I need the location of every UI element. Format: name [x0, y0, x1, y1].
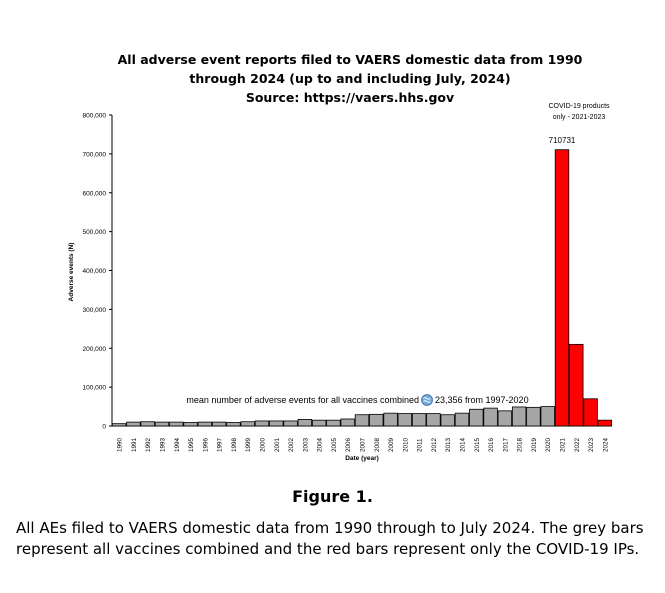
bar-covid-2022: [569, 343, 584, 427]
chart-title-line-3: Source: https://vaers.hhs.gov: [245, 90, 455, 105]
x-tick-label: 1991: [131, 437, 138, 452]
bar-all-vaccines-1990: [111, 423, 127, 427]
x-tick-label: 2022: [574, 437, 581, 452]
y-tick-label: 700,000: [83, 151, 107, 158]
bar-all-vaccines-2013: [440, 414, 455, 427]
covid-note-line-1: COVID-19 products: [548, 103, 610, 110]
x-tick-label: 2019: [531, 437, 538, 452]
x-tick-label: 2014: [460, 437, 467, 452]
x-tick-label: 2005: [331, 437, 338, 452]
bar-all-vaccines-1998: [226, 422, 241, 427]
bar-all-vaccines-1996: [197, 421, 213, 427]
x-tick-label: 1996: [202, 437, 209, 452]
bar-all-vaccines-2001: [269, 420, 284, 427]
chart-axes: 0 100,000 200,000 300,000 400,000 500,000 600,…: [68, 113, 612, 462]
bar-chart: 0 100,000 200,000 300,000 400,000 500,000 600,…: [68, 103, 613, 462]
x-tick-label: 2018: [517, 437, 524, 452]
bar-all-vaccines-2006: [340, 418, 355, 427]
bar-all-vaccines-2014: [454, 412, 470, 427]
y-tick-label: 500,000: [83, 229, 107, 236]
chart-title: All adverse event reports filed to VAERS…: [40, 50, 660, 107]
bar-all-vaccines-2017: [497, 410, 513, 427]
bar-all-vaccines-1997: [211, 421, 227, 427]
y-tick-label: 400,000: [83, 268, 107, 275]
y-tick-label: 100,000: [83, 385, 107, 392]
peak-value-label: 710731: [549, 136, 576, 145]
bar-all-vaccines-2016: [483, 407, 498, 427]
y-tick-label: 300,000: [83, 307, 107, 314]
x-tick-label: 2008: [374, 437, 381, 452]
x-tick-label: 1995: [188, 437, 195, 452]
x-tick-label: 2009: [388, 437, 395, 452]
bar-all-vaccines-2007: [354, 414, 370, 427]
chart-labels: 710731 COVID-19 products only - 2021-2023 m…: [186, 103, 610, 406]
x-tick-label: 2004: [317, 437, 324, 452]
x-tick-label: 2001: [274, 437, 281, 452]
bar-all-vaccines-2002: [283, 420, 298, 427]
x-tick-label: 2003: [302, 437, 309, 452]
x-tick-label: 2020: [545, 437, 552, 452]
chart-title-line-2: through 2024 (up to and including July, …: [189, 71, 511, 86]
x-axis-label: Date (year): [345, 455, 379, 462]
y-axis-label: Adverse events (N): [68, 243, 75, 302]
x-tick-label: 2012: [431, 437, 438, 452]
bar-covid-2023: [583, 398, 598, 427]
x-tick-label: 2011: [417, 438, 424, 452]
x-tick-label: 2016: [488, 437, 495, 452]
bar-all-vaccines-2004: [311, 419, 327, 427]
bar-all-vaccines-2000: [254, 420, 270, 427]
bar-all-vaccines-2012: [426, 413, 441, 427]
x-tick-label: 1993: [160, 437, 167, 452]
x-tick-label: 2015: [474, 437, 481, 452]
x-tick-label: 2023: [588, 437, 595, 452]
bar-all-vaccines-1993: [154, 421, 170, 427]
x-tick-label: 1997: [217, 437, 224, 452]
bar-all-vaccines-2005: [326, 419, 341, 427]
bar-all-vaccines-2020: [540, 406, 555, 427]
bar-all-vaccines-2003: [297, 418, 313, 427]
x-tick-label: 2021: [560, 437, 567, 452]
x-tick-label: 1994: [174, 437, 181, 452]
bar-covid-2021: [554, 149, 570, 427]
x-tick-label: 2024: [602, 437, 609, 452]
covid-note-line-2: only - 2021-2023: [553, 114, 606, 121]
x-tick-label: 2007: [360, 437, 367, 452]
bar-all-vaccines-1995: [183, 422, 198, 427]
y-tick-label: 200,000: [83, 346, 107, 353]
y-tick-label: 800,000: [83, 113, 107, 120]
mean-annotation-value: 23,356 from 1997-2020: [435, 395, 529, 405]
bar-all-vaccines-2015: [469, 408, 484, 427]
bar-all-vaccines-2018: [511, 406, 527, 427]
mean-annotation-label: mean number of adverse events for all va…: [186, 395, 419, 405]
y-tick-label: 0: [102, 424, 106, 431]
bar-all-vaccines-2011: [411, 413, 427, 427]
x-tick-label: 2017: [502, 437, 509, 452]
y-tick-label: 600,000: [83, 190, 107, 197]
bar-all-vaccines-1991: [126, 421, 141, 427]
bar-all-vaccines-1992: [140, 421, 155, 427]
x-tick-label: 2010: [402, 437, 409, 452]
bar-all-vaccines-1999: [240, 421, 255, 427]
bar-all-vaccines-1994: [169, 421, 184, 427]
x-tick-label: 1998: [231, 437, 238, 452]
bar-all-vaccines-2009: [383, 412, 398, 427]
chart-bars: [111, 149, 613, 427]
chart-title-line-1: All adverse event reports filed to VAERS…: [117, 52, 583, 67]
bar-all-vaccines-2008: [369, 413, 384, 427]
x-tick-label: 1992: [145, 437, 152, 452]
x-tick-label: 2006: [345, 437, 352, 452]
bar-all-vaccines-2010: [397, 413, 413, 427]
x-tick-label: 2000: [260, 437, 267, 452]
x-tick-label: 1990: [117, 437, 124, 452]
figure-caption: All AEs filed to VAERS domestic data fro…: [16, 519, 644, 558]
x-tick-label: 2002: [288, 437, 295, 452]
figure-label: Figure 1.: [292, 487, 373, 506]
x-tick-label: 2013: [445, 437, 452, 452]
bar-all-vaccines-2019: [526, 406, 541, 427]
x-tick-label: 1999: [245, 437, 252, 452]
mean-approx-icon: [421, 394, 433, 406]
bar-covid-2024: [597, 419, 613, 427]
